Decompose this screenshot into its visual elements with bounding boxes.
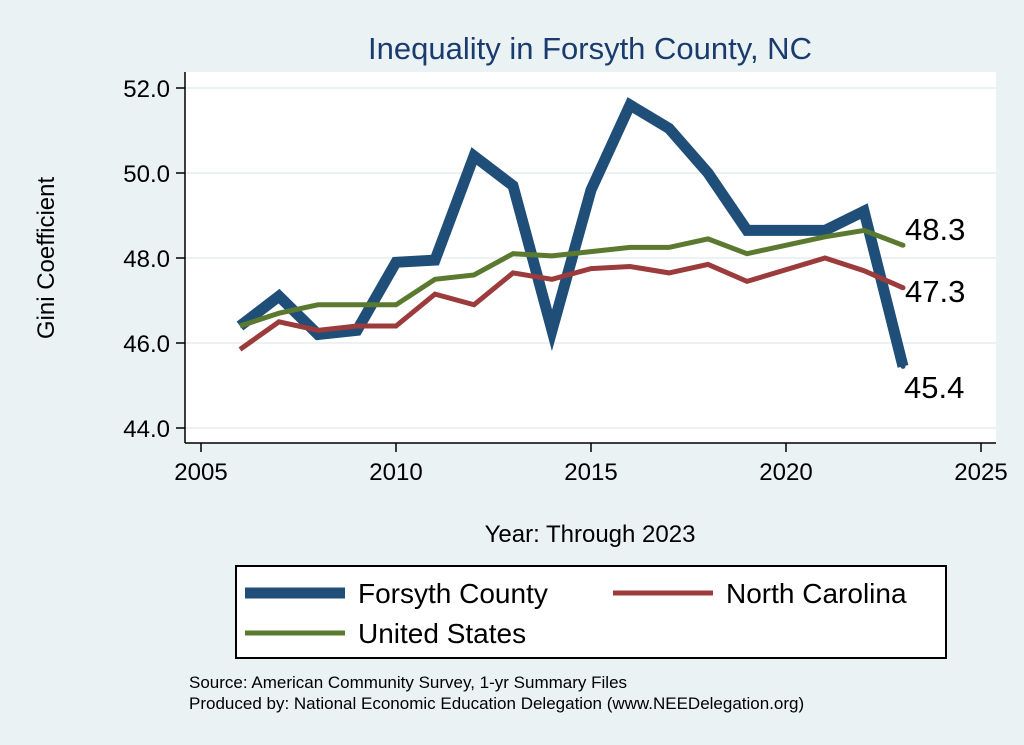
y-tick-label-50: 50.0: [123, 161, 170, 188]
x-axis-label: Year: Through 2023: [485, 521, 696, 548]
x-tick-label-2010: 2010: [369, 459, 422, 486]
y-tick-label-44: 44.0: [123, 416, 170, 443]
legend-box: [235, 565, 947, 659]
series-endpoint-united-states: [900, 242, 906, 248]
x-tick-label-2025: 2025: [954, 459, 1007, 486]
series-line-united-states: [239, 227, 904, 329]
end-label-north-carolina: 47.3: [905, 274, 965, 309]
gridlines: [185, 87, 996, 429]
legend-label-forsyth-county: Forsyth County: [358, 578, 548, 609]
series-line-forsyth-county: [236, 97, 909, 368]
y-axis-label: Gini Coefficient: [33, 177, 60, 340]
end-value-labels: 45.4 47.3 48.3: [904, 212, 965, 405]
end-label-united-states: 48.3: [905, 212, 965, 247]
y-tick-label-52: 52.0: [123, 76, 170, 103]
producer-line: Produced by: National Economic Education…: [189, 694, 804, 713]
series-lines: [236, 97, 909, 369]
legend: Forsyth County North Carolina United Sta…: [235, 565, 947, 659]
axes: [176, 72, 996, 452]
series-line-north-carolina: [238, 255, 905, 352]
x-tick-labels: 2005 2010 2015 2020 2025: [174, 459, 1007, 486]
y-tick-labels: 44.0 46.0 48.0 50.0 52.0: [123, 76, 170, 443]
series-endpoint-forsyth-county: [900, 363, 906, 369]
y-tick-label-48: 48.0: [123, 246, 170, 273]
series-endpoint-north-carolina: [900, 285, 906, 291]
x-tick-label-2020: 2020: [759, 459, 812, 486]
end-label-forsyth-county: 45.4: [904, 370, 964, 405]
x-tick-label-2005: 2005: [174, 459, 227, 486]
legend-label-united-states: United States: [358, 618, 526, 649]
source-line: Source: American Community Survey, 1-yr …: [189, 673, 627, 692]
legend-label-north-carolina: North Carolina: [726, 578, 907, 609]
y-tick-label-46: 46.0: [123, 331, 170, 358]
x-tick-label-2015: 2015: [564, 459, 617, 486]
chart-title: Inequality in Forsyth County, NC: [368, 31, 812, 66]
